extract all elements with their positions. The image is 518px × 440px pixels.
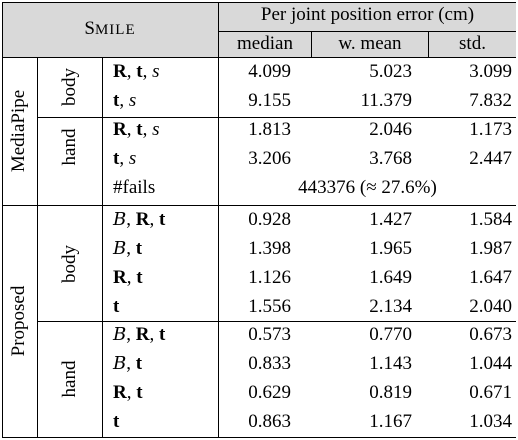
cell-wmean: 2.134: [369, 296, 412, 317]
cell-median: 1.398: [248, 238, 291, 259]
proposed-group-rule: [38, 321, 516, 322]
col-divider-2: [428, 31, 429, 58]
cell-wmean: 0.819: [369, 382, 412, 403]
cell-median: 4.099: [248, 61, 291, 82]
fails-label: #fails: [113, 177, 156, 198]
cell-median: 0.629: [248, 382, 291, 403]
fails-value: 443376 (≈ 27.6%): [298, 177, 437, 198]
header-bottom-rule: [2, 57, 516, 58]
cell-median: 1.126: [248, 267, 291, 288]
left-border: [2, 2, 3, 438]
cell-std: 1.173: [469, 119, 512, 140]
row-config: t, s: [113, 90, 137, 111]
group-label-mediapipe-hand: hand: [59, 128, 80, 166]
top-rule: [2, 2, 516, 3]
mediapipe-group-rule: [38, 117, 516, 118]
cell-median: 0.573: [248, 324, 291, 345]
cell-std: 1.584: [469, 209, 512, 230]
cell-std: 1.647: [469, 267, 512, 288]
cell-std: 2.447: [469, 148, 512, 169]
header-subrule: [219, 31, 516, 32]
method-header: SMILE: [84, 18, 136, 39]
cell-median: 9.155: [248, 90, 291, 111]
method-divider: [218, 2, 219, 438]
col-header-wmean: w. mean: [338, 33, 402, 54]
cell-wmean: 1.167: [369, 411, 412, 432]
row-config: B, R, t: [113, 209, 166, 230]
cell-wmean: 1.965: [369, 238, 412, 259]
cell-median: 0.833: [248, 353, 291, 374]
header-shade-left: [2, 2, 218, 57]
cell-median: 1.813: [248, 119, 291, 140]
group-label-mediapipe-body: body: [59, 68, 80, 106]
section-label-proposed: Proposed: [8, 285, 29, 357]
row-config: t: [113, 296, 120, 317]
cell-wmean: 11.379: [360, 90, 412, 111]
cell-std: 3.099: [469, 61, 512, 82]
cell-wmean: 1.143: [369, 353, 412, 374]
cell-std: 0.671: [469, 382, 512, 403]
cell-wmean: 5.023: [369, 61, 412, 82]
group-label-proposed-hand: hand: [59, 360, 80, 398]
header-shade-right: [219, 2, 516, 57]
cell-median: 0.863: [248, 411, 291, 432]
cell-wmean: 2.046: [369, 119, 412, 140]
row-config: t, s: [113, 148, 137, 169]
col-divider-1: [311, 31, 312, 58]
group-label-proposed-body: body: [59, 245, 80, 283]
cell-std: 1.044: [469, 353, 512, 374]
cell-median: 1.556: [248, 296, 291, 317]
cell-std: 2.040: [469, 296, 512, 317]
cell-median: 3.206: [248, 148, 291, 169]
cell-std: 0.673: [469, 324, 512, 345]
section-rule: [2, 205, 516, 206]
cell-median: 0.928: [248, 209, 291, 230]
row-config: B, R, t: [113, 324, 166, 345]
row-config: t: [113, 411, 120, 432]
error-group-title: Per joint position error (cm): [260, 4, 475, 25]
bottom-rule: [2, 437, 516, 438]
cell-wmean: 1.649: [369, 267, 412, 288]
section-label-mediapipe: MediaPipe: [8, 89, 29, 173]
row-config: R, t, s: [113, 119, 160, 140]
row-config: R, t, s: [113, 61, 160, 82]
col-header-std: std.: [459, 33, 486, 54]
cell-wmean: 0.770: [369, 324, 412, 345]
row-config: R, t: [113, 382, 143, 403]
cell-wmean: 3.768: [369, 148, 412, 169]
group-divider: [102, 57, 103, 438]
cell-std: 7.832: [469, 90, 512, 111]
cell-std: 1.987: [469, 238, 512, 259]
cell-std: 1.034: [469, 411, 512, 432]
col-header-median: median: [237, 33, 293, 54]
row-config: B, t: [113, 353, 143, 374]
row-config: B, t: [113, 238, 143, 259]
row-config: R, t: [113, 267, 143, 288]
section-divider: [37, 57, 38, 438]
cell-wmean: 1.427: [369, 209, 412, 230]
